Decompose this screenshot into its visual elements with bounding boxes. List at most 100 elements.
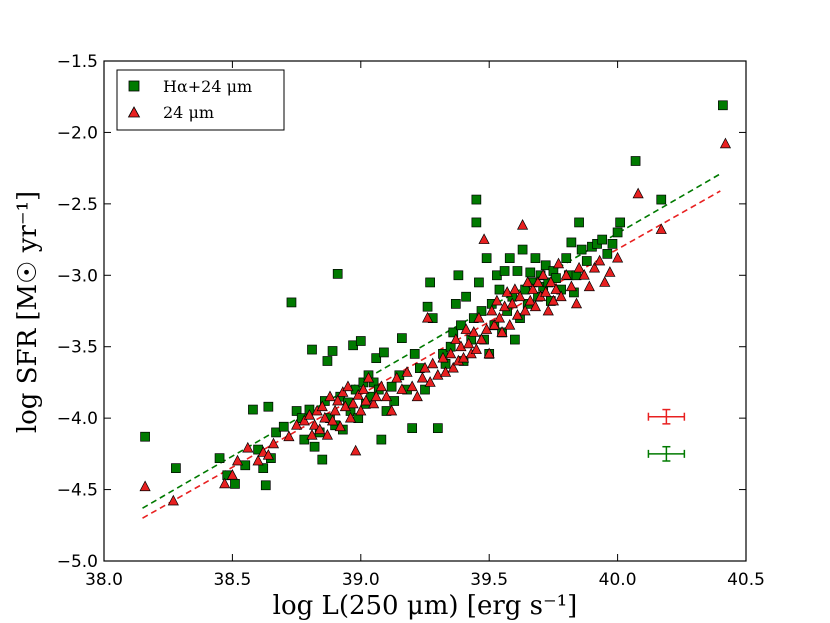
- square-point: [476, 306, 487, 316]
- square-point: [525, 267, 536, 278]
- triangle-point: [527, 283, 539, 294]
- x-tick-label: 40.0: [599, 570, 637, 590]
- square-point: [432, 423, 443, 433]
- triangle-point: [612, 251, 624, 263]
- triangle-point: [427, 357, 439, 369]
- halpha-24um-points: [140, 100, 728, 491]
- triangle-point: [545, 276, 557, 287]
- square-point: [453, 270, 464, 281]
- square-point: [286, 297, 297, 308]
- square-point: [448, 327, 459, 338]
- y-tick-label: −3.5: [57, 338, 98, 358]
- triangle-point: [352, 389, 364, 400]
- triangle-point: [552, 257, 565, 269]
- legend-square-marker: [128, 80, 140, 92]
- square-point: [407, 423, 418, 433]
- triangle-point: [219, 477, 231, 489]
- triangle-point: [463, 337, 475, 349]
- triangle-point: [334, 420, 346, 432]
- square-point: [494, 284, 505, 295]
- triangle-point: [588, 261, 601, 273]
- triangle-point: [375, 380, 387, 392]
- square-point: [271, 427, 281, 438]
- triangle-point: [655, 223, 667, 234]
- square-point: [450, 299, 461, 309]
- square-point: [409, 349, 420, 359]
- triangle-point: [432, 369, 444, 380]
- triangle-point: [324, 390, 336, 402]
- x-tick-label: 39.0: [342, 570, 380, 590]
- x-tick-label: 38.5: [213, 570, 251, 590]
- x-axis-title: log L(250 μm) [erg s⁻¹]: [273, 591, 578, 621]
- square-point: [574, 217, 584, 228]
- error-bars: [647, 408, 686, 462]
- square-point: [317, 454, 328, 465]
- square-point: [471, 217, 482, 228]
- triangle-point: [565, 280, 577, 292]
- triangle-point: [470, 343, 482, 354]
- triangle-point: [529, 300, 542, 312]
- square-point: [248, 404, 258, 415]
- triangle-point: [252, 454, 264, 466]
- triangle-point: [337, 386, 349, 397]
- triangle-point: [283, 430, 295, 442]
- y-tick-label: −2.0: [57, 123, 98, 143]
- triangle-point: [532, 276, 544, 287]
- triangle-point: [517, 219, 529, 230]
- triangle-point: [319, 411, 331, 423]
- square-point: [260, 480, 271, 491]
- triangle-point: [537, 269, 549, 280]
- triangle-point: [499, 300, 511, 312]
- triangle-point: [386, 404, 398, 416]
- square-point: [540, 260, 551, 271]
- triangle-point: [481, 323, 493, 334]
- square-point: [566, 237, 577, 248]
- square-point: [420, 384, 430, 395]
- legend: Hα+24 μm 24 μm: [116, 69, 285, 131]
- error-bar-24um: [647, 408, 686, 425]
- triangle-point: [560, 269, 572, 280]
- y-tick-label: −4.5: [57, 481, 98, 501]
- x-tick-label: 38.0: [85, 570, 123, 590]
- triangle-point: [362, 371, 375, 383]
- triangle-point: [267, 437, 280, 449]
- error-bar-halpha-24um: [647, 445, 686, 462]
- triangle-point: [342, 380, 354, 392]
- triangle-point: [411, 390, 423, 402]
- triangle-point: [514, 290, 526, 302]
- triangle-point: [524, 294, 536, 306]
- triangle-point: [396, 383, 408, 394]
- triangle-point: [573, 261, 585, 273]
- triangle-point: [329, 404, 341, 416]
- triangle-point: [475, 333, 488, 344]
- square-point: [612, 227, 623, 238]
- triangle-point: [604, 266, 616, 277]
- square-point: [504, 253, 515, 263]
- square-point: [258, 463, 269, 473]
- triangle-point: [314, 423, 326, 434]
- triangle-point: [416, 371, 429, 383]
- legend-triangle-marker: [127, 106, 141, 118]
- square-point: [171, 463, 181, 473]
- square-point: [291, 406, 302, 416]
- square-point: [214, 453, 225, 463]
- x-tick-label: 40.5: [727, 570, 765, 590]
- tick-labels: 38.0 38.5 39.0 39.5 40.0 40.5 −1.5 −2.0 −2.5 −3.0…: [57, 52, 765, 590]
- triangle-point: [303, 409, 316, 420]
- square-point: [630, 156, 641, 166]
- triangle-point: [380, 390, 393, 402]
- square-point: [422, 301, 433, 312]
- fit-line-halpha-24um: [142, 173, 721, 509]
- triangle-point: [139, 480, 151, 492]
- square-point: [309, 441, 320, 452]
- triangle-point: [457, 351, 470, 363]
- triangle-point: [401, 366, 413, 377]
- legend-label-halpha: Hα+24 μm: [163, 77, 252, 96]
- triangle-point: [357, 383, 369, 394]
- square-point: [397, 333, 407, 343]
- triangle-point: [439, 366, 452, 377]
- square-point: [140, 431, 150, 442]
- triangle-point: [719, 137, 732, 149]
- square-point: [602, 249, 613, 259]
- square-point: [530, 253, 541, 263]
